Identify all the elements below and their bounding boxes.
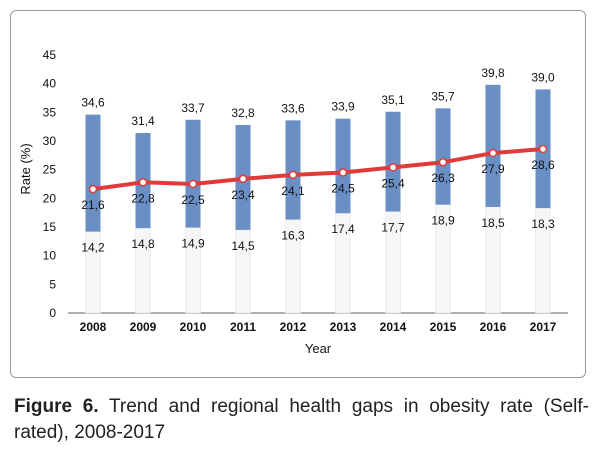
- x-tick-label: 2010: [180, 320, 207, 334]
- y-tick-label: 45: [43, 48, 57, 62]
- x-tick-label: 2008: [80, 320, 107, 334]
- obesity-rate-chart: 0 5 10 15 20 25 30 35 40 45 2008 2009 2010 2011 2012 20…: [18, 48, 568, 356]
- y-tick-label: 10: [43, 249, 57, 263]
- y-tick-label: 40: [43, 77, 57, 91]
- mean-point: [138, 178, 148, 187]
- min-data-label: 18,5: [481, 216, 505, 230]
- max-data-label: 35,7: [431, 89, 455, 103]
- axes: 0 5 10 15 20 25 30 35 40 45 2008 2009 2010 2011 2012 20…: [43, 48, 568, 334]
- range-bar: [185, 119, 201, 228]
- x-tick-label: 2009: [130, 320, 157, 334]
- mean-data-label: 24,1: [281, 184, 305, 198]
- y-axis-title: Rate (%): [18, 143, 33, 194]
- y-tick-label: 5: [49, 277, 56, 291]
- mean-data-label: 22,8: [131, 191, 155, 205]
- x-tick-label: 2013: [330, 320, 357, 334]
- mean-data-label: 28,6: [531, 158, 555, 172]
- x-tick-label: 2011: [230, 320, 256, 334]
- min-data-label: 14,5: [231, 239, 255, 253]
- y-tick-label: 25: [43, 163, 57, 177]
- mean-data-label: 23,4: [231, 188, 255, 202]
- mean-point: [238, 174, 248, 184]
- mean-data-label: 27,9: [481, 162, 505, 176]
- mean-data-label: 21,6: [81, 198, 105, 212]
- lower-range-bar: [335, 212, 351, 314]
- mean-point: [88, 184, 98, 194]
- range-bar: [285, 120, 301, 220]
- range-bar: [85, 114, 101, 232]
- max-data-label: 39,0: [531, 70, 555, 84]
- mean-point: [288, 170, 298, 180]
- x-tick-label: 2012: [280, 320, 307, 334]
- y-tick-label: 20: [43, 191, 57, 205]
- mean-data-label: 24,5: [331, 182, 355, 196]
- y-tick-label: 15: [43, 220, 57, 234]
- max-data-label: 32,8: [231, 106, 255, 120]
- min-data-label: 14,9: [181, 237, 205, 251]
- chart-frame: [10, 10, 586, 378]
- mean-line: [88, 144, 548, 194]
- max-data-label: 34,6: [81, 96, 105, 110]
- max-data-label: 31,4: [131, 114, 155, 128]
- range-bar: [335, 118, 351, 214]
- figure-caption: Figure 6. Trend and regional health gaps…: [14, 394, 589, 446]
- max-data-label: 33,7: [181, 101, 205, 115]
- range-bars: [85, 84, 551, 314]
- mean-point: [388, 163, 398, 172]
- max-data-label: 33,6: [281, 101, 305, 115]
- y-tick-label: 0: [49, 306, 56, 320]
- caption-body: Trend and regional health gaps in obesit…: [14, 396, 589, 443]
- mean-point: [538, 144, 548, 154]
- mean-data-label: 25,4: [381, 176, 405, 190]
- min-data-label: 17,7: [381, 221, 405, 235]
- data-labels: 34,6 14,2 31,4 14,8 33,7 14,9 32,8 14,5 33,6 16,3…: [81, 66, 555, 255]
- min-data-label: 18,9: [431, 214, 455, 228]
- x-tick-label: 2015: [430, 320, 457, 334]
- mean-point: [188, 179, 198, 189]
- caption-text-block: Figure 6. Trend and regional health gaps…: [14, 394, 589, 446]
- mean-data-label: 22,5: [181, 193, 205, 207]
- mean-data-label: 26,3: [431, 171, 455, 185]
- y-tick-label: 30: [43, 134, 57, 148]
- mean-point: [338, 168, 348, 177]
- x-axis-title: Year: [305, 341, 332, 356]
- min-data-label: 17,4: [331, 222, 355, 236]
- min-data-label: 14,8: [131, 237, 155, 251]
- max-data-label: 33,9: [331, 100, 355, 114]
- x-tick-label: 2014: [380, 320, 407, 334]
- min-data-label: 14,2: [81, 241, 105, 255]
- mean-line-path: [91, 147, 545, 192]
- range-bar: [385, 111, 401, 212]
- range-bar: [485, 84, 501, 207]
- range-bar: [435, 108, 451, 205]
- mean-point: [488, 148, 498, 158]
- max-data-label: 39,8: [481, 66, 505, 80]
- mean-point: [438, 157, 448, 167]
- caption-label: Figure 6.: [14, 396, 99, 417]
- x-tick-label: 2016: [480, 320, 507, 334]
- max-data-label: 35,1: [381, 93, 405, 107]
- y-tick-label: 35: [43, 105, 57, 119]
- min-data-label: 16,3: [281, 229, 305, 243]
- min-data-label: 18,3: [531, 217, 555, 231]
- x-tick-label: 2017: [530, 320, 557, 334]
